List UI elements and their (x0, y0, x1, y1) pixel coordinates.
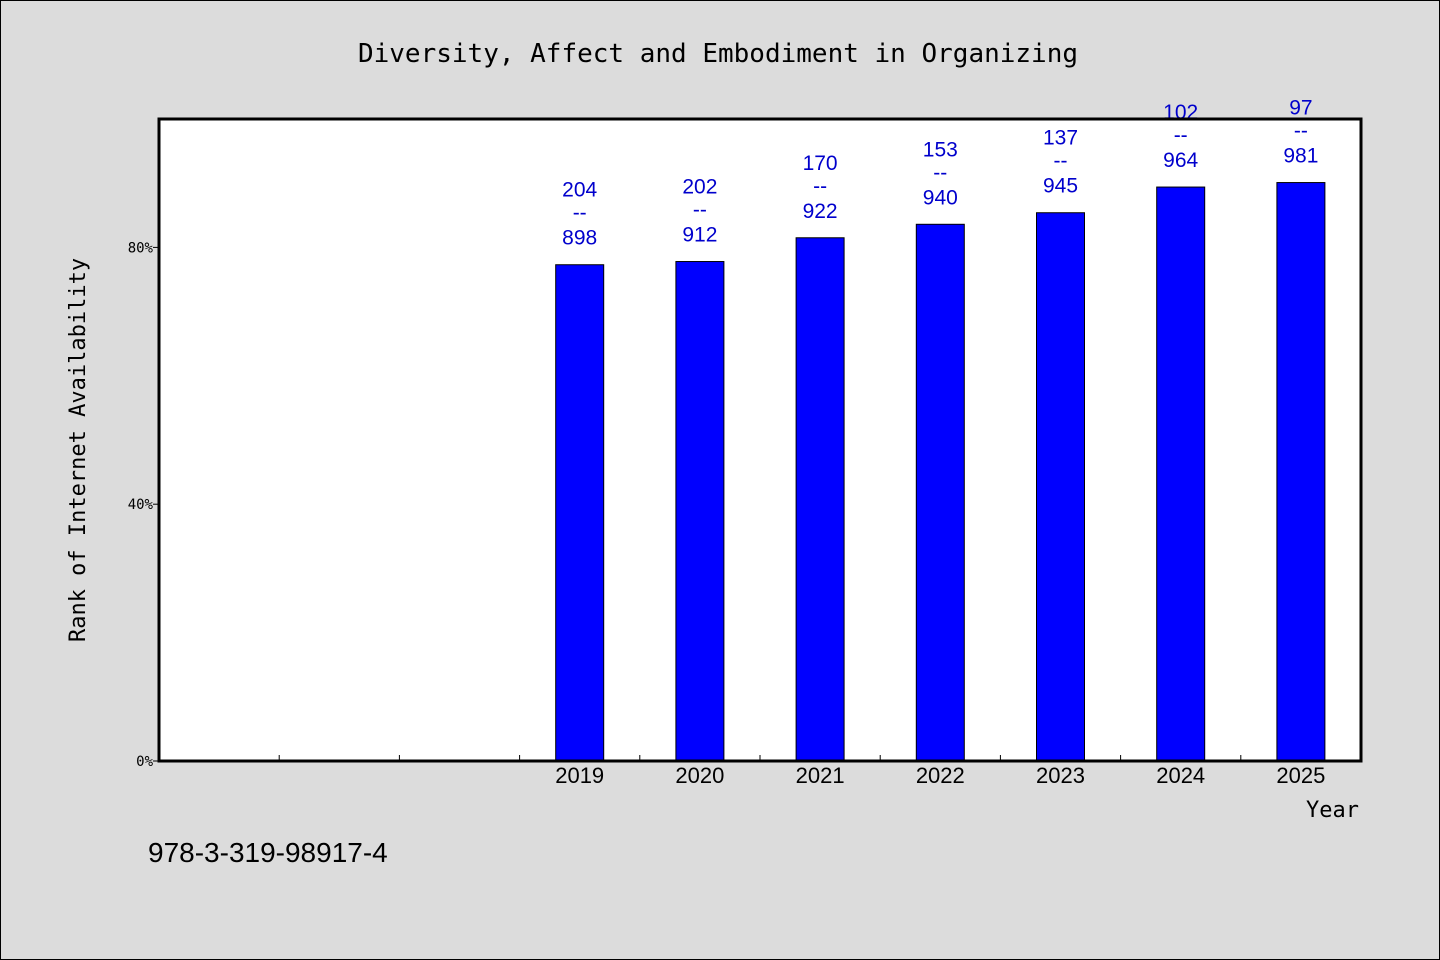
data-label-separator: -- (813, 175, 827, 198)
data-label-bottom: 945 (1043, 175, 1078, 198)
data-labels-layer: 204--898202--912170--922153--940137--945… (562, 97, 1318, 250)
data-label-separator: -- (693, 199, 707, 222)
x-tick-label: 2023 (1036, 763, 1085, 788)
bar (795, 237, 845, 762)
x-axis-label: Year (1306, 798, 1359, 823)
x-tick-label: 2025 (1276, 763, 1325, 788)
data-label-top: 102 (1163, 101, 1198, 124)
data-label-separator: -- (933, 161, 947, 184)
chart-title: Diversity, Affect and Embodiment in Orga… (358, 39, 1078, 69)
y-tick-label: 0% (136, 754, 153, 770)
data-label-top: 137 (1043, 127, 1078, 150)
y-tick-label: 40% (128, 497, 154, 513)
bar (915, 223, 965, 762)
isbn-text: 978-3-319-98917-4 (148, 837, 388, 868)
x-tick-label: 2021 (796, 763, 845, 788)
data-label-top: 97 (1289, 97, 1312, 120)
data-label-bottom: 981 (1283, 145, 1318, 168)
data-label-separator: -- (1294, 120, 1308, 143)
bar (1036, 212, 1085, 762)
data-label-separator: -- (1174, 124, 1188, 147)
data-label-bottom: 940 (923, 186, 958, 209)
y-axis-label: Rank of Internet Availability (66, 258, 91, 642)
data-label-top: 170 (803, 152, 838, 175)
data-label-bottom: 898 (562, 227, 597, 250)
bar (555, 264, 605, 762)
bar (675, 261, 725, 762)
data-label-separator: -- (573, 202, 587, 225)
bars-layer (555, 182, 1326, 762)
x-tick-label: 2020 (675, 763, 724, 788)
bar (1156, 186, 1206, 762)
data-label-bottom: 922 (803, 200, 838, 223)
axis-layer: 2019 2020 2021 2022 2023 2024 2025 0% 40% 80% (128, 240, 1326, 788)
bar (1276, 182, 1326, 762)
data-label-top: 153 (923, 138, 958, 161)
y-tick-label: 80% (128, 240, 154, 256)
data-label-top: 204 (562, 179, 597, 202)
x-tick-label: 2024 (1156, 763, 1205, 788)
data-label-separator: -- (1054, 150, 1068, 173)
x-tick-label: 2022 (916, 763, 965, 788)
data-label-bottom: 964 (1163, 149, 1198, 172)
data-label-top: 202 (682, 176, 717, 199)
x-tick-label: 2019 (555, 763, 604, 788)
data-label-bottom: 912 (682, 224, 717, 247)
